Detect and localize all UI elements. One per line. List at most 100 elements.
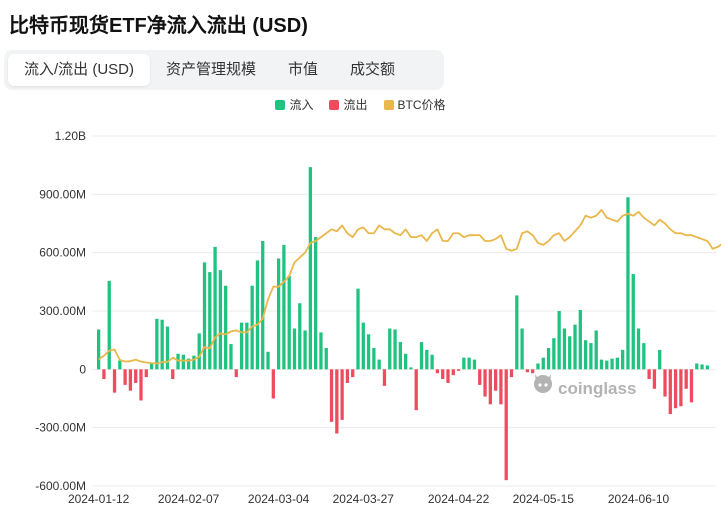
inflow-bar <box>425 349 429 370</box>
inflow-bar <box>589 343 593 370</box>
legend-label-btc-price: BTC价格 <box>397 98 446 112</box>
outflow-bar <box>351 369 355 378</box>
inflow-bar <box>388 328 392 370</box>
legend-item-outflow[interactable]: 流出 <box>329 96 368 113</box>
outflow-bar <box>345 369 350 383</box>
inflow-bar <box>192 355 196 370</box>
inflow-bar <box>472 359 477 370</box>
outflow-bar <box>478 369 482 385</box>
outflow-bar <box>451 369 455 376</box>
x-tick-label: 2024-06-10 <box>608 492 670 506</box>
outflow-bar <box>509 369 514 378</box>
btc-price-line <box>98 208 721 365</box>
inflow-bar <box>202 262 207 370</box>
outflow-bar <box>499 369 503 405</box>
y-tick-label: -600.00M <box>35 479 86 493</box>
outflow-bar <box>123 369 127 385</box>
inflow-bar <box>366 334 371 370</box>
outflow-bar <box>668 369 672 415</box>
btc-price-path <box>98 208 721 365</box>
inflow-bar <box>594 330 598 370</box>
legend-label-outflow: 流出 <box>343 98 368 112</box>
legend-swatch-outflow <box>329 99 340 110</box>
inflow-bar <box>621 349 625 370</box>
inflow-bar <box>626 197 630 370</box>
y-tick-label: 300.00M <box>39 304 86 318</box>
outflow-bar <box>647 369 651 380</box>
y-tick-label: -300.00M <box>35 421 86 435</box>
legend-item-btc-price[interactable]: BTC价格 <box>383 96 446 113</box>
inflow-bar <box>282 244 286 370</box>
x-tick-label: 2024-03-04 <box>248 492 310 506</box>
inflow-bar <box>520 328 524 370</box>
tab-volume[interactable]: 成交额 <box>350 61 396 78</box>
y-tick-label: 0 <box>79 362 86 376</box>
inflow-bar <box>298 303 302 370</box>
inflow-bar <box>404 353 408 370</box>
outflow-bar <box>144 369 148 378</box>
inflow-bar <box>409 367 413 370</box>
inflow-bar <box>107 280 111 370</box>
inflow-bar <box>208 272 212 370</box>
inflow-bar <box>631 274 635 370</box>
inflow-bar <box>610 358 614 370</box>
inflow-bar <box>303 330 307 370</box>
outflow-bar <box>329 369 334 422</box>
y-tick-label: 1.20B <box>55 129 86 143</box>
inflow-bar <box>118 360 122 370</box>
inflow-bar <box>599 359 604 370</box>
outflow-bar <box>382 369 387 386</box>
inflow-bar <box>578 310 582 370</box>
legend-label-inflow: 流入 <box>289 98 314 112</box>
inflow-bar <box>176 353 180 370</box>
inflow-bar <box>255 260 260 370</box>
inflow-bar <box>97 329 101 370</box>
inflow-bar <box>239 322 244 370</box>
watermark: coinglass <box>534 374 636 398</box>
inflow-bar <box>552 338 556 370</box>
outflow-bar <box>663 369 667 397</box>
inflow-bar <box>361 322 365 370</box>
outflow-bar <box>673 369 678 409</box>
outflow-bar <box>102 369 106 380</box>
inflow-bar <box>462 357 466 370</box>
inflow-bar <box>324 347 328 370</box>
inflow-bar <box>562 328 567 370</box>
inflow-bar <box>292 328 297 370</box>
chart-legend: 流入 流出 BTC价格 <box>0 96 721 113</box>
tab-market-cap[interactable]: 市值 <box>288 61 319 78</box>
inflow-bar <box>536 363 540 370</box>
outflow-bar <box>171 369 175 380</box>
inflow-bar <box>314 237 318 370</box>
legend-swatch-inflow <box>275 99 286 110</box>
outflow-bar <box>679 369 683 407</box>
outflow-bar <box>340 369 344 420</box>
inflow-bar <box>705 365 709 370</box>
outflow-bar <box>335 369 339 434</box>
x-tick-label: 2024-04-22 <box>428 492 490 506</box>
inflow-bar <box>197 333 201 370</box>
inflow-bar <box>642 343 646 370</box>
inflow-bar <box>557 311 561 370</box>
tab-aum[interactable]: 资产管理规模 <box>166 61 257 78</box>
inflow-bar <box>218 270 223 370</box>
x-tick-label: 2024-05-15 <box>513 492 575 506</box>
inflow-bar <box>467 357 471 370</box>
inflow-bar <box>636 328 641 370</box>
inflow-bar <box>160 319 164 370</box>
inflow-bar <box>149 363 154 370</box>
outflow-bar <box>493 369 498 391</box>
inflow-bar <box>541 357 545 370</box>
tab-inflow-outflow[interactable]: 流入/流出 (USD) <box>8 54 150 86</box>
inflow-bar <box>308 167 313 370</box>
outflow-bar <box>525 369 530 373</box>
inflow-bar <box>276 258 281 370</box>
outflow-bar <box>139 369 143 401</box>
legend-item-inflow[interactable]: 流入 <box>275 96 313 113</box>
x-tick-label: 2024-02-07 <box>158 492 220 506</box>
inflow-bar <box>398 342 402 370</box>
tab-bar: 流入/流出 (USD) 资产管理规模 市值 成交额 <box>4 50 444 90</box>
x-tick-label: 2024-03-27 <box>333 492 395 506</box>
outflow-bar <box>684 369 688 389</box>
